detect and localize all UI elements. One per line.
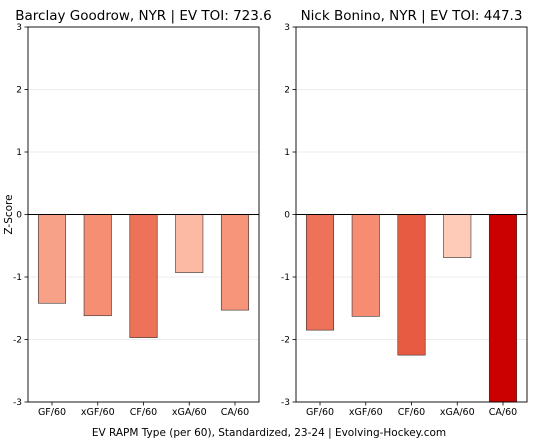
y-tick-label: 0 <box>16 211 22 221</box>
x-tick-label: CF/60 <box>398 407 425 418</box>
bar-ca-60 <box>220 214 250 311</box>
x-tick-label: CA/60 <box>221 407 249 418</box>
y-tick-label: 2 <box>16 86 22 96</box>
chart-panel-goodrow: Barclay Goodrow, NYR | EV TOI: 723.6 Z-Sc… <box>3 8 272 418</box>
y-tick-label: -2 <box>13 336 22 346</box>
y-tick-label: -2 <box>281 336 290 346</box>
x-tick-label: xGF/60 <box>81 407 115 418</box>
chart-title: Nick Bonino, NYR | EV TOI: 447.3 <box>301 8 523 24</box>
x-tick-label: xGA/60 <box>440 407 475 418</box>
y-tick-label: 0 <box>284 211 290 221</box>
x-tick-label: GF/60 <box>306 407 334 418</box>
x-tick-label: CF/60 <box>130 407 157 418</box>
x-tick-label: xGF/60 <box>349 407 383 418</box>
bar-xga-60 <box>175 214 204 273</box>
y-tick-label: 2 <box>284 86 290 96</box>
bar-cf-60 <box>129 214 158 338</box>
plot-frame <box>295 26 528 403</box>
y-tick-label: 1 <box>284 148 290 158</box>
y-tick-label: -1 <box>13 273 22 283</box>
chart-footer: EV RAPM Type (per 60), Standardized, 23-… <box>92 427 446 439</box>
bar-gf-60 <box>37 214 67 304</box>
x-tick-label: CA/60 <box>489 407 517 418</box>
bar-ca-60 <box>488 214 518 403</box>
chart-title: Barclay Goodrow, NYR | EV TOI: 723.6 <box>15 8 271 24</box>
bar-cf-60 <box>397 214 426 356</box>
y-axis-label: Z-Score <box>3 194 15 234</box>
y-tick-label: -1 <box>281 273 290 283</box>
y-tick-label: 3 <box>16 23 22 33</box>
chart-panel-bonino: Nick Bonino, NYR | EV TOI: 447.3 -3 -2 -1 0 1… <box>281 8 528 418</box>
y-tick-label: 1 <box>16 148 22 158</box>
x-tick-label: GF/60 <box>38 407 66 418</box>
y-tick-label: 3 <box>284 23 290 33</box>
bar-xgf-60 <box>351 214 380 317</box>
plot-frame <box>27 26 260 403</box>
bar-xga-60 <box>443 214 472 258</box>
y-tick-label: -3 <box>13 398 22 408</box>
bar-gf-60 <box>305 214 335 331</box>
x-tick-label: xGA/60 <box>172 407 207 418</box>
y-tick-label: -3 <box>281 398 290 408</box>
bar-xgf-60 <box>83 214 112 317</box>
